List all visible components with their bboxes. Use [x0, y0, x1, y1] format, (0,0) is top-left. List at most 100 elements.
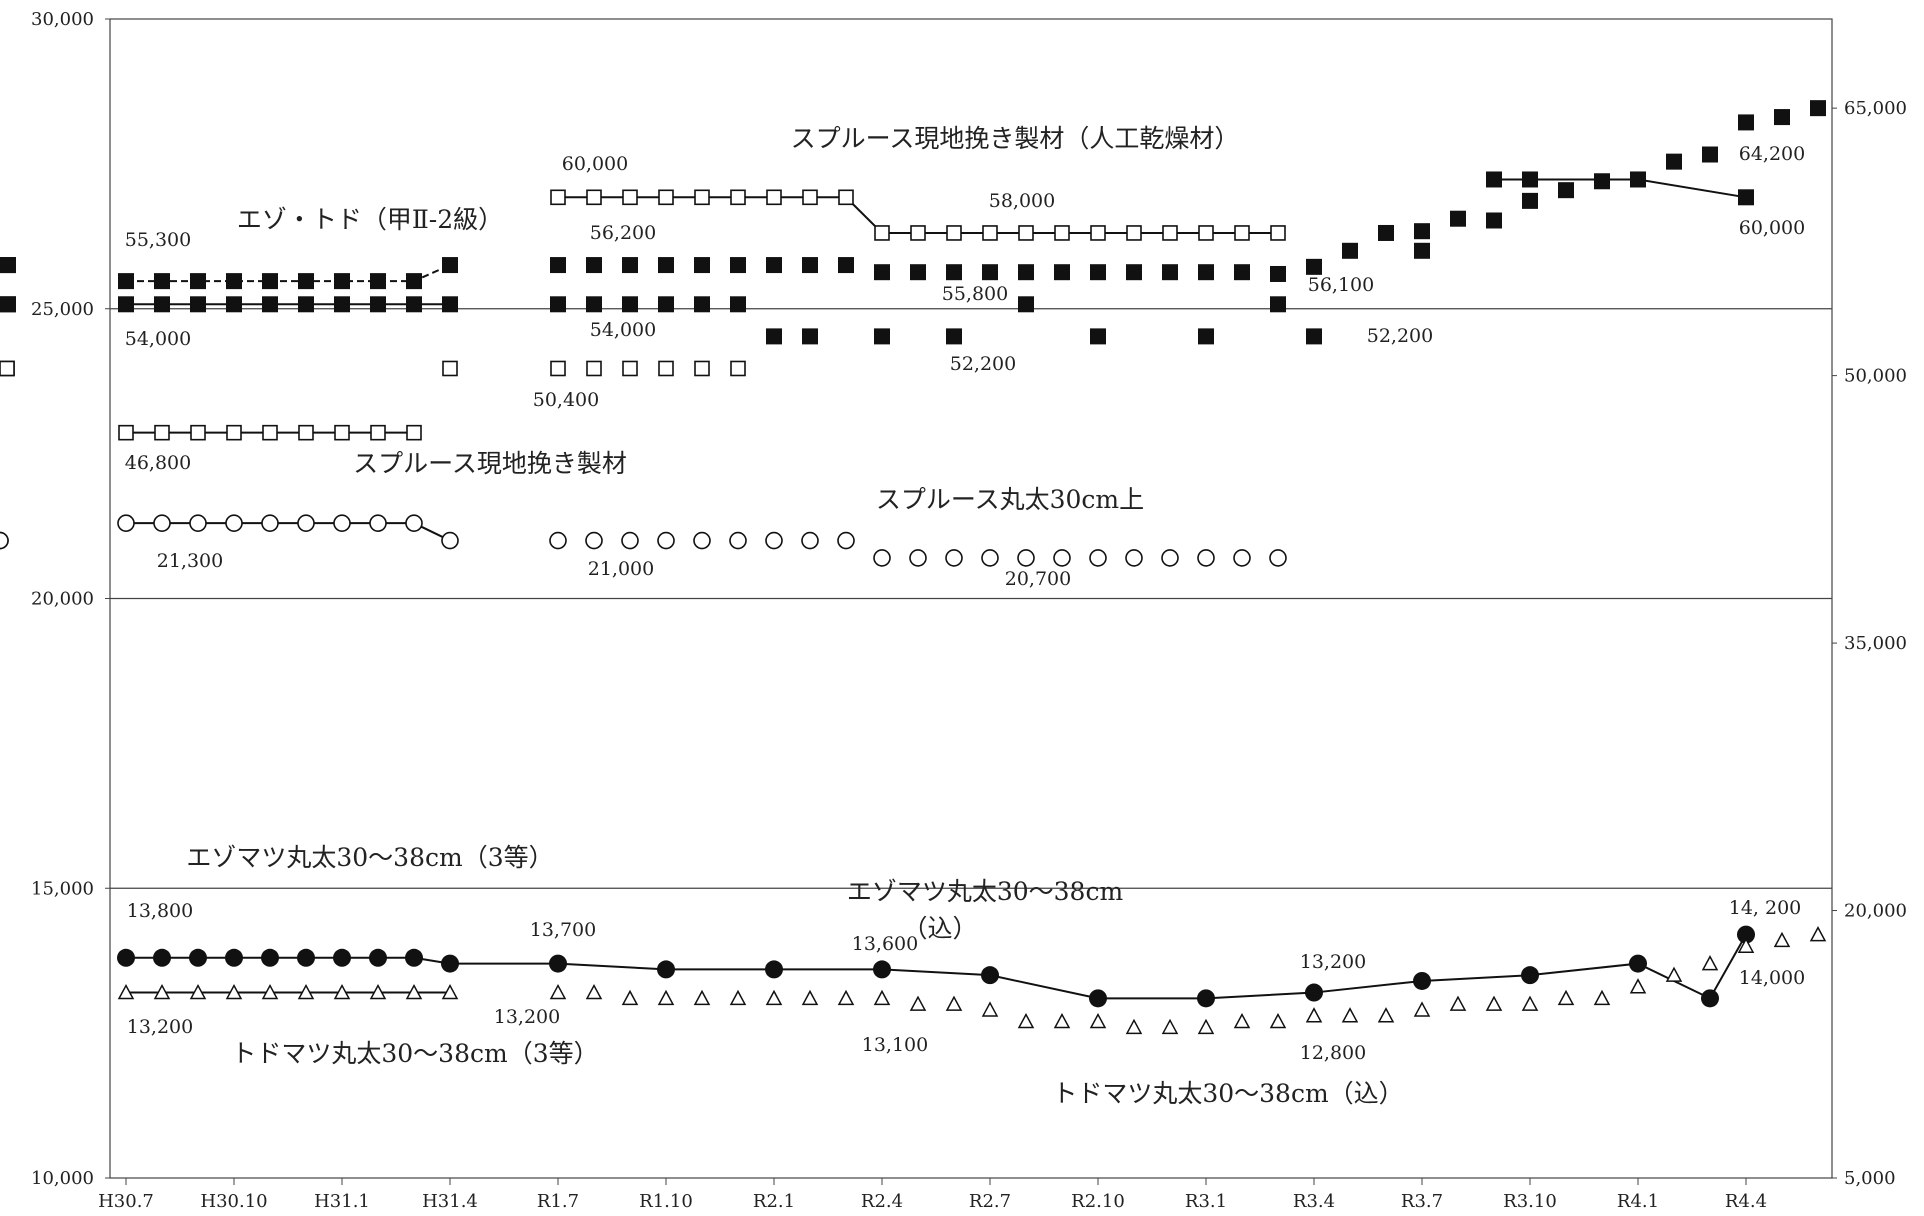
marker-filled-square — [190, 273, 206, 290]
data-label: 14,000 — [1739, 967, 1805, 989]
series-line-4 — [126, 934, 1747, 1000]
marker-filled-circle — [1413, 971, 1431, 990]
data-label: 60,000 — [1739, 217, 1805, 239]
marker-open-triangle — [1485, 995, 1503, 1011]
marker-filled-square — [622, 296, 638, 313]
marker-open-square — [262, 424, 278, 441]
data-label: 52,200 — [1367, 325, 1433, 347]
marker-filled-square — [1486, 171, 1502, 188]
marker-open-square — [658, 189, 674, 206]
marker-open-square — [550, 360, 566, 377]
marker-filled-square — [1378, 224, 1394, 241]
series-line-0 — [126, 264, 451, 283]
marker-filled-square — [1198, 328, 1214, 345]
marker-open-triangle — [1593, 989, 1611, 1006]
series-annotation: エゾマツ丸太30～38cm（3等） — [186, 843, 553, 872]
data-label: 13,100 — [862, 1034, 928, 1056]
marker-open-circle — [1125, 549, 1143, 567]
marker-open-circle — [693, 531, 711, 550]
x-tick-label: R2.4 — [861, 1191, 903, 1212]
marker-open-triangle — [765, 989, 783, 1006]
marker-filled-square — [1738, 189, 1754, 206]
marker-open-circle — [873, 549, 891, 567]
series-annotation: エゾ・トド（甲Ⅱ-2級） — [237, 205, 503, 234]
data-label: 13,700 — [530, 919, 596, 941]
marker-open-triangle — [1629, 978, 1647, 994]
marker-filled-circle — [441, 954, 459, 973]
marker-open-square — [586, 360, 602, 377]
data-label: 50,400 — [533, 389, 599, 411]
marker-filled-square — [226, 296, 242, 313]
marker-filled-circle — [1521, 966, 1539, 985]
marker-open-square — [694, 360, 710, 377]
data-label: 54,000 — [125, 328, 191, 350]
data-label: 21,000 — [588, 558, 654, 580]
marker-open-triangle — [1017, 1012, 1035, 1029]
marker-filled-square — [1090, 264, 1106, 281]
marker-open-triangle — [621, 989, 639, 1006]
marker-open-square — [946, 225, 962, 241]
x-tick-label: R3.10 — [1503, 1191, 1557, 1212]
marker-open-triangle — [1737, 937, 1755, 953]
marker-filled-circle — [1737, 925, 1755, 944]
marker-filled-circle — [153, 948, 171, 967]
marker-open-square — [1198, 225, 1214, 241]
marker-open-triangle — [549, 983, 567, 1000]
x-tick-label: H30.10 — [200, 1191, 267, 1212]
marker-filled-square — [1270, 265, 1286, 282]
marker-filled-square — [226, 273, 242, 290]
marker-open-circle — [657, 531, 675, 550]
marker-open-square — [730, 360, 746, 377]
marker-open-triangle — [657, 989, 675, 1006]
marker-open-circle — [729, 531, 747, 550]
marker-filled-square — [334, 296, 350, 313]
marker-filled-square — [730, 296, 746, 313]
marker-open-circle — [909, 549, 927, 567]
marker-filled-circle — [369, 948, 387, 967]
marker-filled-square — [1018, 264, 1034, 281]
marker-open-circle — [945, 549, 963, 567]
marker-filled-square — [1090, 328, 1106, 345]
series-annotation: （込） — [902, 914, 977, 943]
data-label: 13,200 — [127, 1016, 193, 1038]
marker-filled-circle — [1089, 989, 1107, 1008]
marker-filled-square — [262, 296, 278, 313]
x-tick-label: H31.4 — [422, 1191, 478, 1212]
data-label: 56,100 — [1308, 274, 1374, 296]
data-label: 64,200 — [1739, 143, 1805, 165]
marker-open-circle — [1053, 549, 1071, 567]
data-label: 46,800 — [125, 452, 191, 474]
marker-filled-square — [1810, 100, 1826, 117]
marker-filled-circle — [189, 948, 207, 967]
y2-tick-label: 20,000 — [1844, 901, 1907, 922]
data-label: 13,200 — [494, 1006, 560, 1028]
series-line-1 — [1494, 178, 1747, 199]
marker-open-circle — [333, 514, 351, 532]
marker-filled-square — [1702, 146, 1718, 163]
marker-open-circle — [1089, 549, 1107, 567]
marker-open-triangle — [261, 983, 279, 1000]
y-tick-label: 10,000 — [31, 1168, 94, 1189]
marker-filled-square — [586, 257, 602, 274]
marker-filled-square — [658, 257, 674, 274]
marker-filled-square — [370, 296, 386, 313]
marker-open-triangle — [1269, 1012, 1287, 1029]
data-label: 58,000 — [989, 190, 1055, 212]
marker-filled-square — [766, 328, 782, 345]
marker-open-triangle — [1377, 1007, 1395, 1023]
marker-filled-square — [1558, 182, 1574, 199]
marker-filled-square — [1126, 264, 1142, 281]
marker-filled-circle — [117, 948, 135, 967]
marker-open-circle — [1017, 549, 1035, 567]
series-annotation: スプルース現地挽き製材 — [353, 449, 627, 478]
marker-open-square — [802, 189, 818, 206]
marker-open-circle — [153, 514, 171, 532]
marker-open-triangle — [1089, 1012, 1107, 1029]
marker-filled-square — [1630, 171, 1646, 188]
marker-filled-square — [1054, 264, 1070, 281]
marker-open-square — [1054, 225, 1070, 241]
data-label: 55,800 — [942, 283, 1008, 305]
marker-open-triangle — [1305, 1007, 1323, 1023]
marker-filled-square — [442, 257, 458, 274]
marker-filled-square — [0, 296, 16, 313]
